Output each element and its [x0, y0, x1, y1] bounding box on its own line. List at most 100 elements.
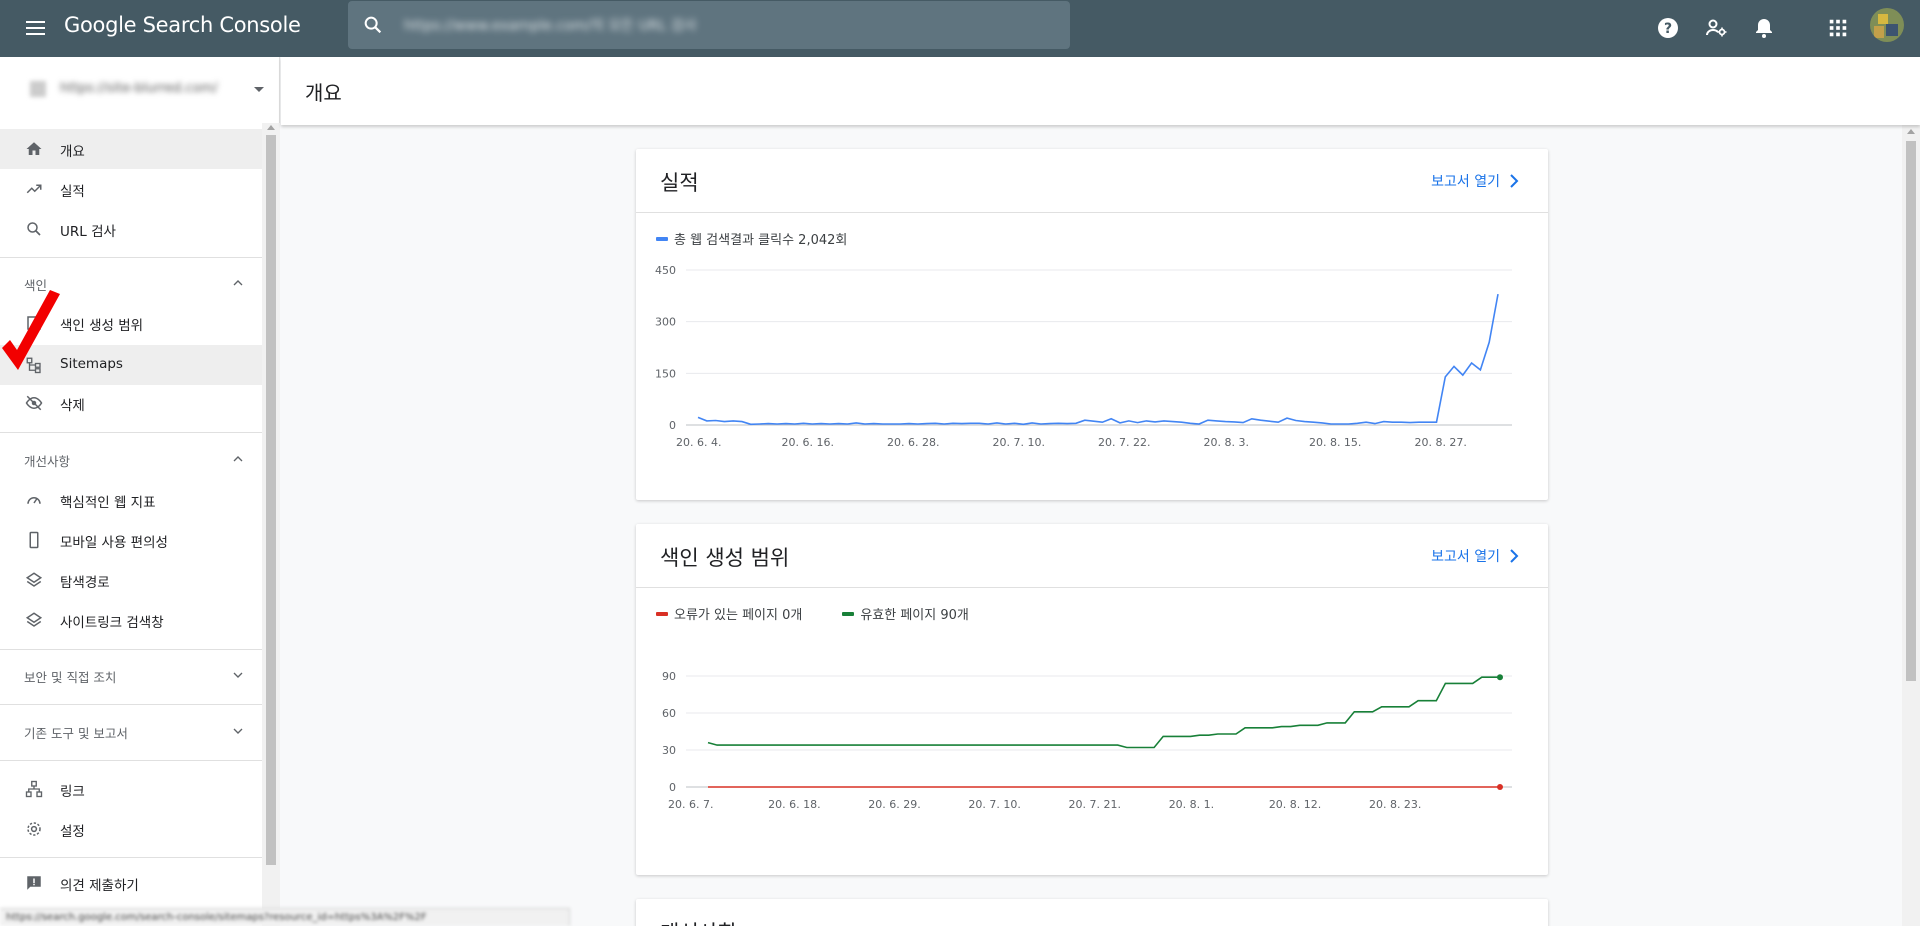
svg-text:?: ? [1664, 21, 1672, 37]
chart-legend: 오류가 있는 페이지 0개 유효한 페이지 90개 [656, 604, 969, 623]
divider [0, 257, 262, 258]
app-logo[interactable]: Google Search Console [64, 13, 301, 37]
x-tick-label: 20. 8. 12. [1269, 798, 1321, 811]
chevron-down-icon [233, 728, 243, 734]
sidebar-item-performance[interactable]: 실적 [0, 169, 262, 209]
series-line [707, 676, 1500, 749]
sidebar-item-sitemaps[interactable]: Sitemaps [0, 345, 262, 385]
page-title: 개요 [305, 81, 342, 105]
sidebar-item-breadcrumbs[interactable]: 탐색경로 [0, 560, 262, 600]
x-tick-label: 20. 8. 15. [1309, 436, 1361, 449]
legend-item: 오류가 있는 페이지 0개 [656, 604, 802, 623]
legend-swatch [656, 611, 668, 616]
main-scrollbar[interactable] [1902, 125, 1920, 926]
divider [0, 760, 262, 761]
menu-icon[interactable] [22, 14, 50, 42]
search-icon [364, 16, 382, 34]
performance-chart: 0 150 300 450 20. 6. 4. 20. 6. 16. 20. 6. 28. 2… [655, 264, 1512, 449]
legend-label: 유효한 페이지 90개 [860, 608, 969, 623]
sidebar-item-label: 모바일 사용 편의성 [60, 535, 168, 551]
page-header: 개요 [281, 57, 1920, 125]
section-legacy-header[interactable]: 기존 도구 및 보고서 [0, 713, 262, 749]
help-icon[interactable]: ? [1652, 12, 1684, 44]
layers-icon [24, 570, 44, 590]
x-tick-label: 20. 6. 7. [668, 798, 713, 811]
y-tick-label: 0 [669, 781, 676, 794]
sidebar-item-label: 삭제 [60, 398, 85, 414]
checkmark-annotation-icon [2, 290, 60, 370]
main-scroll-thumb[interactable] [1906, 141, 1916, 681]
manage-users-icon[interactable] [1700, 12, 1732, 44]
coverage-chart: 0 30 60 90 20. 6. 7. 20. 6. 18. 20. 6. 29. 20. … [662, 670, 1512, 811]
chevron-right-icon [1510, 549, 1519, 563]
search-bar[interactable] [348, 1, 1070, 49]
y-tick-label: 0 [669, 419, 676, 432]
sidebar-scrollbar[interactable] [262, 123, 280, 926]
apps-icon[interactable] [1822, 12, 1854, 44]
x-tick-label: 20. 6. 28. [887, 436, 939, 449]
y-tick-label: 150 [655, 367, 676, 380]
legend-label: 총 웹 검색결과 클릭수 2,042회 [674, 233, 848, 248]
open-report-link[interactable]: 보고서 열기 [1431, 171, 1520, 191]
sidebar-item-removals[interactable]: 삭제 [0, 383, 262, 423]
home-icon [24, 139, 44, 159]
layers-icon [24, 610, 44, 630]
section-label: 기존 도구 및 보고서 [24, 726, 128, 741]
feedback-icon [24, 873, 44, 893]
search-icon [24, 219, 44, 239]
sidebar-item-label: 색인 생성 범위 [60, 318, 144, 334]
sidebar-item-label: 링크 [60, 784, 85, 800]
sidebar-item-label: Sitemaps [60, 356, 123, 372]
sidebar-item-core-web-vitals[interactable]: 핵심적인 웹 지표 [0, 480, 262, 520]
divider [0, 857, 262, 858]
divider [0, 704, 262, 705]
legend-item: 총 웹 검색결과 클릭수 2,042회 [656, 229, 847, 248]
notifications-icon[interactable] [1748, 12, 1780, 44]
sidebar-item-label: 탐색경로 [60, 575, 110, 591]
section-security-header[interactable]: 보안 및 직접 조치 [0, 657, 262, 693]
property-name: https://site-blurred.com/ [60, 81, 218, 96]
avatar[interactable] [1870, 8, 1904, 42]
y-tick-label: 60 [662, 707, 676, 720]
sidebar-item-settings[interactable]: 설정 [0, 809, 262, 849]
sidebar-item-label: 실적 [60, 184, 85, 200]
chevron-up-icon [233, 280, 243, 286]
sidebar-item-sitelinks-searchbox[interactable]: 사이트링크 검색창 [0, 600, 262, 640]
legend-item: 유효한 페이지 90개 [842, 604, 969, 623]
y-tick-label: 90 [662, 670, 676, 683]
search-input[interactable] [404, 11, 824, 39]
scroll-up-icon[interactable] [267, 125, 275, 130]
sidebar-item-url-inspection[interactable]: URL 검사 [0, 209, 262, 249]
chart-legend: 총 웹 검색결과 클릭수 2,042회 [656, 229, 847, 248]
sidebar-item-feedback[interactable]: 의견 제출하기 [0, 863, 262, 903]
open-report-link[interactable]: 보고서 열기 [1431, 546, 1520, 566]
legend-swatch [842, 611, 855, 616]
divider [0, 432, 262, 433]
x-tick-label: 20. 6. 29. [868, 798, 920, 811]
section-label: 보안 및 직접 조치 [24, 670, 117, 685]
sidebar-scroll-thumb[interactable] [266, 135, 276, 865]
caret-down-icon [254, 87, 264, 92]
section-label: 색인 [24, 278, 48, 293]
coverage-card: 색인 생성 범위 보고서 열기 오류가 있는 페이지 0개 유효한 페이지 90… [636, 524, 1548, 875]
section-enhancements-header[interactable]: 개선사항 [0, 441, 262, 477]
sidebar-item-mobile-usability[interactable]: 모바일 사용 편의성 [0, 520, 262, 560]
open-report-label: 보고서 열기 [1431, 549, 1500, 565]
sidebar-item-overview[interactable]: 개요 [0, 129, 262, 169]
card-header: 실적 보고서 열기 [636, 149, 1548, 213]
chevron-down-icon [233, 672, 243, 678]
smartphone-icon [24, 530, 44, 550]
enhancements-card: 개선사항 [636, 899, 1548, 926]
y-tick-label: 30 [662, 744, 676, 757]
scroll-up-icon[interactable] [1907, 129, 1915, 134]
section-label: 개선사항 [24, 454, 71, 469]
x-tick-label: 20. 6. 16. [781, 436, 833, 449]
sidebar: https://site-blurred.com/ 개요 실적 URL 검사 색… [0, 57, 280, 926]
property-selector[interactable]: https://site-blurred.com/ [0, 57, 264, 123]
series-line [697, 293, 1499, 426]
open-report-label: 보고서 열기 [1431, 174, 1500, 190]
sidebar-item-links[interactable]: 링크 [0, 769, 262, 809]
sitemap-icon [24, 355, 44, 375]
section-index-header[interactable]: 색인 [0, 265, 262, 301]
settings-icon [24, 819, 44, 839]
